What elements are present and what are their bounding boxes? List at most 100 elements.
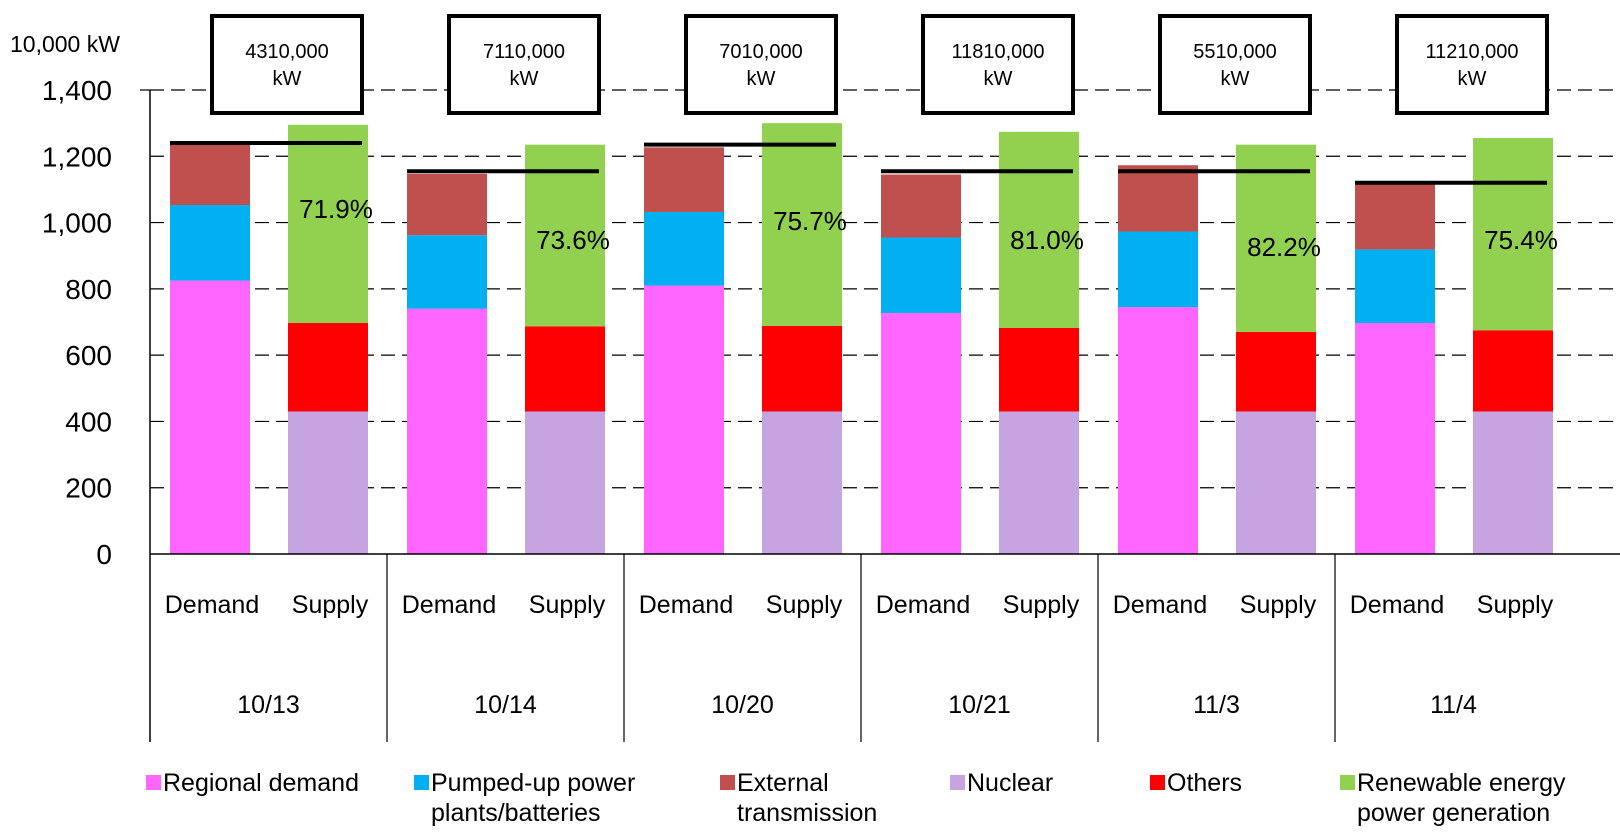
legend-item-regional-demand: Regional demand <box>146 768 359 798</box>
legend-swatch <box>146 775 161 790</box>
legend-label: Regional demand <box>163 769 359 797</box>
bar-segment-regional-demand <box>1118 307 1198 554</box>
legend-label: Nuclear <box>967 769 1054 797</box>
bar-label-demand: Demand <box>639 591 734 619</box>
callout-box <box>1395 14 1549 115</box>
bar-label-demand: Demand <box>876 591 971 619</box>
bar-segment-others <box>1473 330 1553 412</box>
bar-segment-others <box>525 326 605 412</box>
bar-segment-regional-demand <box>407 308 487 554</box>
y-tick-label: 400 <box>65 406 112 437</box>
bar-label-supply: Supply <box>766 591 843 619</box>
bar-segment-nuclear <box>1236 411 1316 554</box>
callout-text: kW <box>1221 68 1250 90</box>
group-label: 11/4 <box>1430 691 1477 719</box>
legend-label: Renewable energy power generation <box>1357 769 1566 827</box>
y-tick-label: 1,400 <box>42 75 112 106</box>
bar-label-supply: Supply <box>292 591 369 619</box>
callout-text: kW <box>273 68 302 90</box>
callout-text: kW <box>1458 68 1487 90</box>
legend-item-others: Others <box>1150 768 1242 798</box>
bar-label-supply: Supply <box>529 591 606 619</box>
legend-swatch <box>414 775 429 790</box>
bar-segment-others <box>288 322 368 412</box>
bar-segment-renewable-energy-power-generation <box>999 131 1079 328</box>
bar-segment-nuclear <box>762 411 842 554</box>
bar-label-demand: Demand <box>1350 591 1445 619</box>
legend-swatch <box>1340 775 1355 790</box>
y-tick-label: 800 <box>65 274 112 305</box>
bar-segment-external-transmission <box>170 141 250 206</box>
y-unit-label: 10,000 kW <box>10 31 120 57</box>
callout-box <box>447 14 601 115</box>
bar-segment-others <box>1236 331 1316 412</box>
bar-segment-nuclear <box>999 411 1079 554</box>
bar-segment-pumped-up-power-plants-batteries <box>644 211 724 286</box>
bar-segment-others <box>999 327 1079 412</box>
callout-text: 11210,000 <box>1425 41 1518 63</box>
callout-text: 11810,000 <box>951 41 1044 63</box>
group-label: 10/13 <box>237 691 300 719</box>
bar-segment-external-transmission <box>407 173 487 236</box>
percent-label: 75.4% <box>1484 225 1558 255</box>
percent-label: 81.0% <box>1010 225 1084 255</box>
legend-item-renewable: Renewable energy power generation <box>1340 768 1565 828</box>
callout-text: 5510,000 <box>1193 41 1276 63</box>
bar-segment-nuclear <box>1473 411 1553 554</box>
y-tick-label: 600 <box>65 340 112 371</box>
bar-segment-pumped-up-power-plants-batteries <box>407 235 487 309</box>
bar-segment-regional-demand <box>644 285 724 554</box>
y-tick-label: 0 <box>96 539 112 570</box>
bar-segment-renewable-energy-power-generation <box>1236 144 1316 332</box>
bar-segment-renewable-energy-power-generation <box>762 123 842 326</box>
group-label: 11/3 <box>1193 691 1240 719</box>
bar-label-supply: Supply <box>1240 591 1317 619</box>
callout-box <box>921 14 1075 115</box>
bar-label-supply: Supply <box>1477 591 1554 619</box>
chart-legend: Regional demand Pumped-up power plants/b… <box>0 768 1620 835</box>
bar-segment-nuclear <box>288 411 368 554</box>
callout-text: kW <box>984 68 1013 90</box>
y-tick-label: 200 <box>65 473 112 504</box>
bar-segment-nuclear <box>525 411 605 554</box>
legend-item-nuclear: Nuclear <box>950 768 1053 798</box>
bar-label-demand: Demand <box>1113 591 1208 619</box>
bar-label-demand: Demand <box>165 591 260 619</box>
y-tick-label: 1,000 <box>42 208 112 239</box>
legend-label: External transmission <box>737 769 878 827</box>
percent-label: 71.9% <box>299 194 373 224</box>
bar-segment-external-transmission <box>881 174 961 238</box>
group-label: 10/20 <box>711 691 774 719</box>
callout-box <box>684 14 838 115</box>
callout-text: 7010,000 <box>719 41 802 63</box>
callout-box <box>210 14 364 115</box>
legend-swatch <box>720 775 735 790</box>
bar-segment-regional-demand <box>881 313 961 554</box>
callout-text: 4310,000 <box>245 41 328 63</box>
callout-text: kW <box>510 68 539 90</box>
bar-segment-renewable-energy-power-generation <box>1473 138 1553 331</box>
stacked-bar-chart: 0 200 400 600 800 1,000 1,200 1,400 10,000 kW Dem… <box>10 14 1620 742</box>
percent-label: 82.2% <box>1247 232 1321 262</box>
bar-segment-pumped-up-power-plants-batteries <box>1118 231 1198 308</box>
legend-swatch <box>1150 775 1165 790</box>
bar-segment-others <box>762 325 842 412</box>
bar-segment-regional-demand <box>170 280 250 554</box>
legend-label: Pumped-up power plants/batteries <box>431 769 636 827</box>
bar-segment-external-transmission <box>1118 165 1198 232</box>
bar-segment-pumped-up-power-plants-batteries <box>1355 249 1435 323</box>
callout-text: kW <box>747 68 776 90</box>
percent-label: 75.7% <box>773 206 847 236</box>
bar-label-demand: Demand <box>402 591 497 619</box>
bar-label-supply: Supply <box>1003 591 1080 619</box>
legend-item-pumped-up: Pumped-up power plants/batteries <box>414 768 635 828</box>
y-tick-label: 1,200 <box>42 141 112 172</box>
bar-segment-external-transmission <box>644 147 724 212</box>
bar-segment-renewable-energy-power-generation <box>288 124 368 323</box>
group-label: 10/14 <box>474 691 537 719</box>
bar-segment-pumped-up-power-plants-batteries <box>881 237 961 314</box>
bar-segment-renewable-energy-power-generation <box>525 144 605 327</box>
group-label: 10/21 <box>948 691 1011 719</box>
legend-label: Others <box>1167 769 1243 797</box>
bar-segment-regional-demand <box>1355 322 1435 554</box>
